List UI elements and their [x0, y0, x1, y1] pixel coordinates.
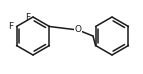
Text: F: F	[25, 13, 30, 22]
Text: O: O	[75, 24, 82, 34]
Text: F: F	[8, 22, 14, 31]
